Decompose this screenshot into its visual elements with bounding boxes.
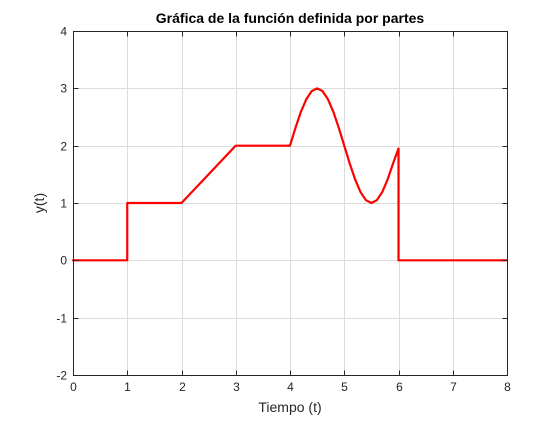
y-tick-label: 2 [60,140,67,154]
axes [73,31,508,376]
x-axis-label: Tiempo (t) [258,399,321,415]
x-tick-label: 2 [179,380,186,394]
x-tick-label: 0 [70,380,77,394]
y-tick-label: 3 [60,82,67,96]
x-tick-label: 1 [124,380,131,394]
y-axis-label: y(t) [31,193,47,213]
y-tick-label: -2 [56,369,67,383]
x-tick-labels: 0 1 2 3 4 5 6 7 8 [70,380,511,394]
y-tick-label: 1 [60,197,67,211]
x-tick-label: 4 [287,380,294,394]
x-tick-label: 8 [504,380,511,394]
series-line [71,87,509,262]
plot-lines [71,87,509,262]
chart-title: Gráfica de la función definida por parte… [156,10,425,26]
x-tick-label: 7 [450,380,457,394]
x-tick-label: 5 [341,380,348,394]
x-tick-label: 3 [233,380,240,394]
y-tick-label: 4 [60,25,67,39]
x-tick-label: 6 [396,380,403,394]
y-tick-labels: -2 -1 0 1 2 3 4 [56,25,67,383]
y-tick-label: 0 [60,254,67,268]
y-tick-label: -1 [56,312,67,326]
